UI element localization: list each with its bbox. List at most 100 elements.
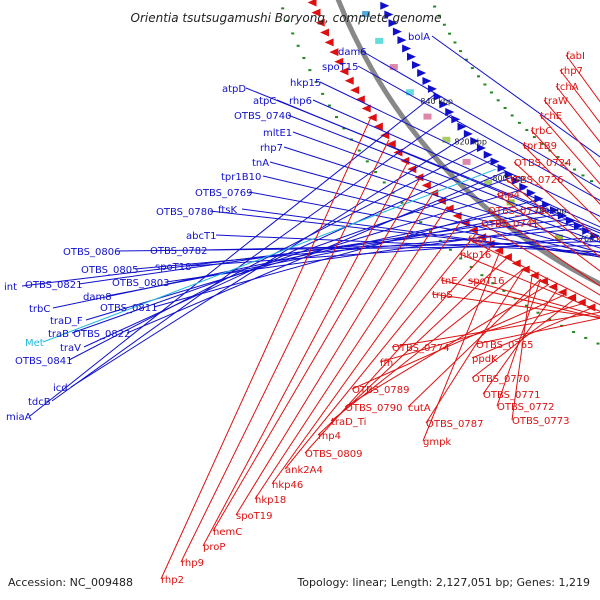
reverse-gene-label[interactable]: tchA	[556, 82, 579, 93]
forward-gene-label[interactable]: mltE1	[263, 128, 292, 139]
reverse-gene-label[interactable]: OTBS_0790	[345, 403, 402, 414]
forward-gene-label[interactable]: spoT18	[155, 262, 192, 273]
rna-gene-label[interactable]: Met	[25, 338, 44, 349]
reverse-gene-label[interactable]: spoT16	[468, 276, 505, 287]
forward-gene-label[interactable]: OTBS_0841	[15, 356, 72, 367]
reverse-gene-label[interactable]: rhp2	[161, 575, 184, 586]
reverse-gene-label[interactable]: rhp4	[318, 431, 341, 442]
forward-gene-leader-line	[312, 99, 600, 228]
forward-gene-label[interactable]: traV	[60, 343, 81, 354]
forward-gene-label[interactable]: dam6	[338, 47, 367, 58]
forward-gene-label[interactable]: OTBS_0806	[63, 247, 120, 258]
forward-gene-label[interactable]: traB	[48, 329, 69, 340]
forward-gene-label[interactable]: bolA	[408, 32, 430, 43]
reverse-gene-label[interactable]: trpS	[432, 290, 453, 301]
reverse-gene-leader-line	[475, 317, 600, 345]
reverse-gene-label[interactable]: rhp7	[560, 66, 583, 77]
reverse-gene-label[interactable]: hkp46	[272, 480, 303, 491]
reverse-gene-label[interactable]: OTBS_0770	[472, 374, 529, 385]
forward-gene-label[interactable]: atpD	[222, 84, 246, 95]
reverse-gene-leader-line	[344, 283, 550, 408]
reverse-gene-leader-line	[351, 293, 567, 390]
reverse-gene-leader-line	[422, 251, 501, 442]
reverse-gene-label[interactable]: hemC	[213, 527, 242, 538]
forward-gene-label[interactable]: OTBS_0780	[156, 207, 213, 218]
forward-gene-label[interactable]: rhp6	[289, 96, 312, 107]
forward-gene-leader-line	[29, 93, 436, 417]
reverse-gene-label[interactable]: tchE	[540, 111, 562, 122]
forward-gene-label[interactable]: rhp7	[260, 143, 283, 154]
forward-gene-label[interactable]: tnA	[252, 158, 269, 169]
reverse-gene-label[interactable]: OTBS_0809	[305, 449, 362, 460]
forward-gene-label[interactable]: OTBS_0811	[100, 303, 157, 314]
forward-gene-label[interactable]: int	[4, 282, 17, 293]
reverse-gene-label[interactable]: OTBS_0732	[488, 206, 545, 217]
reverse-gene-leader-line	[459, 253, 600, 312]
reverse-gene-label[interactable]: fabI	[566, 51, 585, 62]
forward-gene-label[interactable]: OTBS_0805	[81, 265, 138, 276]
reverse-gene-label[interactable]: tnE	[441, 276, 458, 287]
forward-gene-label[interactable]: OTBS_0803	[112, 278, 169, 289]
reverse-gene-leader-line	[511, 273, 533, 421]
reverse-gene-leader-line	[254, 206, 448, 500]
reverse-gene-leader-line	[202, 162, 408, 547]
forward-gene-label[interactable]: OTBS_0740	[234, 111, 291, 122]
forward-gene-label[interactable]: atpC	[253, 96, 276, 107]
reverse-gene-label[interactable]: OTBS_0772	[497, 402, 554, 413]
forward-gene-leader-line	[106, 209, 554, 297]
reverse-gene-label[interactable]: OTBS_0774	[392, 343, 449, 354]
forward-gene-label[interactable]: OTBS_0782	[150, 246, 207, 257]
reverse-gene-label[interactable]: spoT19	[236, 511, 273, 522]
forward-gene-label[interactable]: ftsK	[218, 205, 237, 216]
forward-gene-label[interactable]: trbC	[29, 304, 50, 315]
reverse-gene-leader-line	[330, 268, 525, 422]
forward-gene-label[interactable]: hkp15	[290, 78, 321, 89]
forward-gene-label[interactable]: dam8	[83, 292, 112, 303]
forward-gene-leader-line	[153, 198, 540, 308]
reverse-gene-label[interactable]: proP	[203, 542, 225, 553]
reverse-gene-label[interactable]: traW	[544, 96, 568, 107]
reverse-gene-label[interactable]: OTBS_0771	[483, 390, 540, 401]
reverse-gene-label[interactable]: OTBS_0773	[512, 416, 569, 427]
reverse-gene-label[interactable]: ffh	[380, 358, 393, 369]
reverse-gene-leader-line	[212, 177, 421, 532]
reverse-gene-leader-line	[487, 209, 600, 287]
reverse-gene-label[interactable]: traD_Ti	[331, 417, 366, 428]
forward-gene-label[interactable]: abcT1	[186, 231, 216, 242]
forward-gene-label[interactable]: icd	[53, 383, 68, 394]
reverse-gene-label[interactable]: fabD	[468, 235, 492, 246]
reverse-gene-label[interactable]: ank2A4	[285, 465, 323, 476]
reverse-gene-label[interactable]: rhp4	[497, 190, 520, 201]
reverse-gene-leader-line	[391, 311, 600, 348]
forward-gene-label[interactable]: miaA	[6, 412, 32, 423]
forward-gene-label[interactable]: OTBS_0769	[195, 188, 252, 199]
forward-gene-leader-line	[241, 208, 600, 258]
kbp-tick-label: 760 kbp	[579, 235, 600, 244]
forward-gene-label[interactable]: traD_F	[50, 316, 83, 327]
forward-gene-leader-line	[83, 159, 493, 348]
reverse-gene-label[interactable]: OTBS_0765	[476, 340, 533, 351]
reverse-gene-leader-line	[555, 85, 600, 144]
reverse-gene-label[interactable]: OTBS_0789	[352, 385, 409, 396]
forward-gene-label[interactable]: tdcB	[28, 397, 51, 408]
reverse-gene-label[interactable]: trbC	[531, 126, 552, 137]
forward-gene-label[interactable]: tpr1B10	[221, 172, 261, 183]
forward-gene-label[interactable]: OTBS_0821	[25, 280, 82, 291]
reverse-gene-label[interactable]: hkp16	[460, 250, 491, 261]
reverse-gene-label[interactable]: rhp9	[181, 558, 204, 569]
reverse-gene-label[interactable]: ppdK	[472, 354, 498, 365]
reverse-gene-label[interactable]: tpr1B9	[523, 141, 557, 152]
reverse-gene-label[interactable]: gmpk	[423, 437, 451, 448]
forward-gene-label[interactable]: spoT15	[322, 62, 359, 73]
reverse-gene-label[interactable]: cutA	[408, 403, 431, 414]
forward-gene-leader-line	[190, 236, 598, 267]
reverse-gene-leader-line	[425, 268, 525, 424]
forward-gene-label[interactable]: OTBS_0822	[73, 329, 130, 340]
reverse-gene-label[interactable]: OTBS_0787	[426, 419, 483, 430]
reverse-gene-label[interactable]: OTBS_0724	[514, 158, 571, 169]
reverse-gene-leader-line	[482, 289, 558, 395]
reverse-gene-label[interactable]: hkp18	[255, 495, 286, 506]
reverse-gene-label[interactable]: OTBS_0726	[506, 175, 563, 186]
reverse-gene-label[interactable]: OTBS_0741	[481, 219, 538, 230]
